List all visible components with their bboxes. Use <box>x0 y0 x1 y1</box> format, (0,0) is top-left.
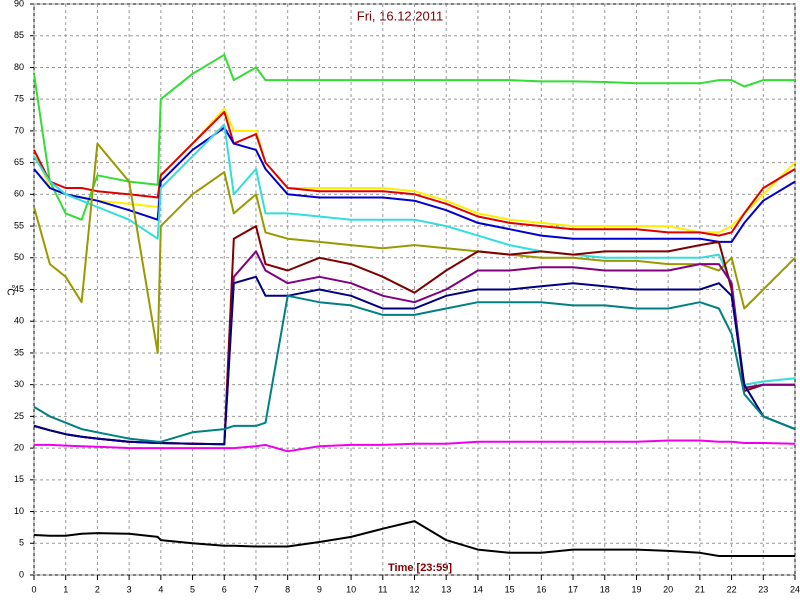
series-line <box>33 520 795 557</box>
y-tick-label: 15 <box>14 474 24 484</box>
y-tick-label: 65 <box>14 157 24 167</box>
x-tick-label: 8 <box>285 584 290 594</box>
y-tick-label: 55 <box>14 220 24 230</box>
series-line <box>33 294 796 443</box>
x-tick-label: 0 <box>31 584 36 594</box>
x-tick-label: 22 <box>727 584 737 594</box>
x-tick-label: 13 <box>441 584 451 594</box>
y-axis-label: °C <box>4 284 15 295</box>
y-tick-label: 45 <box>14 284 24 294</box>
x-tick-label: 7 <box>253 584 258 594</box>
series-line <box>33 53 795 221</box>
x-axis-label: Time [23:59] <box>388 562 452 574</box>
x-tick-label: 6 <box>222 584 227 594</box>
x-tick-label: 17 <box>568 584 578 594</box>
y-tick-label: 30 <box>14 379 24 389</box>
x-tick-label: 24 <box>790 584 800 594</box>
y-tick-label: 90 <box>14 0 24 8</box>
x-tick-label: 16 <box>536 584 546 594</box>
x-tick-label: 11 <box>378 584 387 594</box>
x-tick-label: 19 <box>631 584 641 594</box>
series-line <box>33 142 796 354</box>
x-tick-label: 9 <box>317 584 322 594</box>
y-tick-label: 20 <box>14 442 24 452</box>
x-tick-label: 4 <box>158 584 163 594</box>
x-tick-label: 3 <box>127 584 132 594</box>
x-tick-label: 18 <box>600 584 610 594</box>
y-tick-label: 80 <box>14 62 24 72</box>
x-tick-label: 10 <box>346 584 356 594</box>
x-tick-label: 14 <box>473 584 483 594</box>
y-tick-label: 85 <box>14 30 24 40</box>
x-tick-label: 20 <box>663 584 673 594</box>
y-tick-label: 40 <box>14 316 24 326</box>
y-tick-label: 70 <box>14 125 24 135</box>
x-tick-label: 23 <box>758 584 768 594</box>
y-tick-label: 10 <box>14 506 24 516</box>
y-tick-label: 60 <box>14 189 24 199</box>
y-tick-label: 5 <box>19 538 24 548</box>
series-line <box>33 275 796 446</box>
chart-title: Fri, 16.12.2011 <box>357 8 443 23</box>
series-line <box>33 123 796 386</box>
y-tick-label: 0 <box>19 569 24 579</box>
y-tick-label: 25 <box>14 411 24 421</box>
x-tick-label: 2 <box>95 584 100 594</box>
x-tick-label: 1 <box>63 584 68 594</box>
series-line <box>34 439 796 453</box>
x-tick-label: 21 <box>695 584 705 594</box>
series-line <box>33 110 796 237</box>
y-tick-label: 75 <box>14 94 24 104</box>
x-tick-label: 5 <box>190 584 195 594</box>
x-tick-label: 15 <box>505 584 515 594</box>
y-tick-label: 50 <box>14 252 24 262</box>
x-tick-label: 12 <box>409 584 419 594</box>
y-tick-label: 35 <box>14 347 24 357</box>
